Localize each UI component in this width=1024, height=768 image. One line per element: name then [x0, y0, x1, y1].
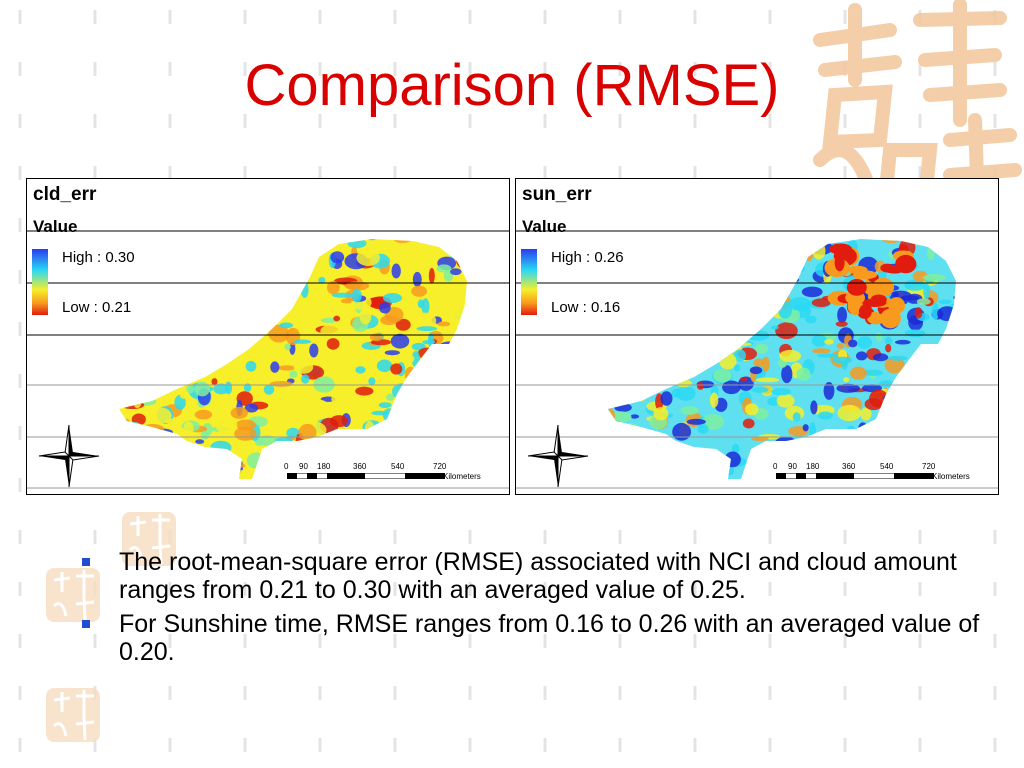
legend-low-label: Low : 0.21 [62, 299, 132, 316]
slide-title: Comparison (RMSE) [244, 53, 780, 118]
small-seal-watermark [122, 512, 176, 566]
legend-value-label: Value [522, 217, 567, 236]
scale-tick-label: 0 [284, 462, 289, 471]
legend-high-label: High : 0.26 [551, 249, 624, 266]
layer-name: sun_err [522, 184, 592, 205]
small-seal-watermark [46, 568, 100, 622]
bullet-list: The root-mean-square error (RMSE) associ… [80, 548, 1000, 672]
legend-color-ramp [32, 249, 48, 315]
map-panel-cld-err: cld_err Value High : 0.30 Low : 0.21 0 9… [26, 178, 510, 495]
map-panel-sun-err: sun_err Value High : 0.26 Low : 0.16 0 9… [515, 178, 999, 495]
scale-tick-label: 540 [880, 462, 894, 471]
scale-tick-label: 720 [433, 462, 447, 471]
scale-bar: 0 90 180 360 540 720 Kilometers [772, 462, 992, 488]
scale-bar-graphic [776, 473, 934, 479]
scale-tick-label: 540 [391, 462, 405, 471]
scale-bar-ticks: 0 90 180 360 540 720 [772, 462, 992, 472]
map-canvas-cld-err [27, 230, 509, 489]
legend-value-label: Value [33, 217, 78, 236]
map-canvas-sun-err [516, 230, 998, 489]
scale-tick-label: 90 [299, 462, 308, 471]
bullet-item: For Sunshine time, RMSE ranges from 0.16… [80, 610, 1000, 666]
square-bullet-icon [82, 620, 90, 628]
square-bullet-icon [82, 558, 90, 566]
scale-tick-label: 360 [842, 462, 856, 471]
legend-color-ramp [521, 249, 537, 315]
scale-tick-label: 180 [806, 462, 820, 471]
small-seal-watermark [46, 688, 100, 742]
scale-tick-label: 0 [773, 462, 778, 471]
scale-bar-graphic [287, 473, 445, 479]
scale-tick-label: 90 [788, 462, 797, 471]
scale-bar: 0 90 180 360 540 720 Kilometers [283, 462, 503, 488]
north-arrow-icon [38, 424, 100, 488]
scale-tick-label: 360 [353, 462, 367, 471]
scale-units-label: Kilometers [443, 472, 481, 481]
legend-high-label: High : 0.30 [62, 249, 135, 266]
legend-low-label: Low : 0.16 [551, 299, 621, 316]
scale-tick-label: 180 [317, 462, 331, 471]
bullet-item: The root-mean-square error (RMSE) associ… [80, 548, 1000, 604]
scale-units-label: Kilometers [932, 472, 970, 481]
north-arrow-icon [527, 424, 589, 488]
layer-name: cld_err [33, 184, 97, 205]
bullet-text: The root-mean-square error (RMSE) associ… [119, 548, 957, 604]
bullet-text: For Sunshine time, RMSE ranges from 0.16… [119, 610, 980, 666]
scale-tick-label: 720 [922, 462, 936, 471]
scale-bar-ticks: 0 90 180 360 540 720 [283, 462, 503, 472]
